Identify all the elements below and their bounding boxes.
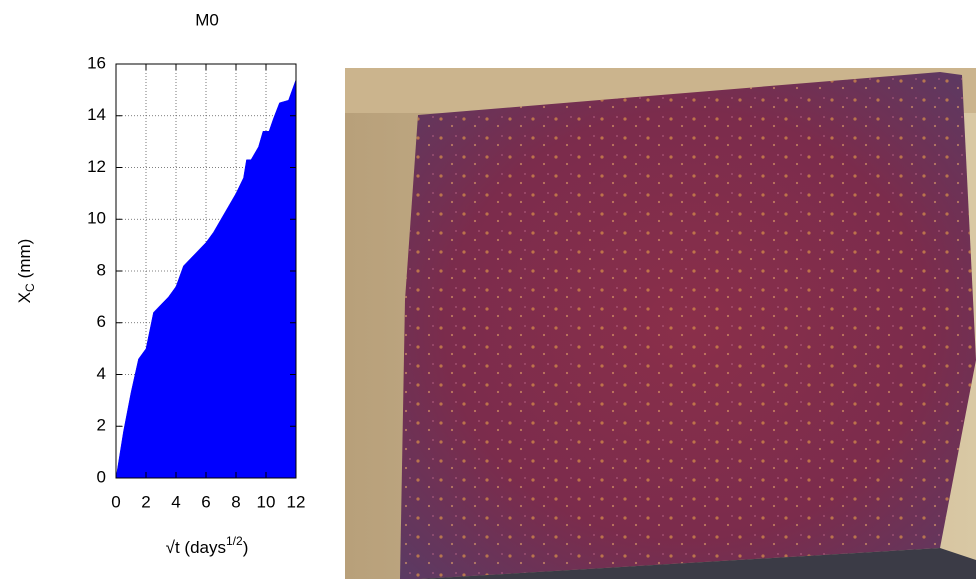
y-label-sub: C <box>23 283 37 292</box>
photo <box>345 68 976 579</box>
x-tick-label: 10 <box>257 492 276 511</box>
x-tick-label: 2 <box>141 492 150 511</box>
y-tick-label: 16 <box>87 53 106 72</box>
y-label-main: X <box>15 292 34 303</box>
x-tick-label: 0 <box>111 492 120 511</box>
y-axis-label: XC (mm) <box>15 239 37 304</box>
y-label-unit: (mm) <box>15 239 34 279</box>
y-tick-label: 8 <box>97 260 106 279</box>
chart-title: M0 <box>195 10 219 29</box>
x-tick-label: 12 <box>287 492 306 511</box>
x-tick-label: 4 <box>171 492 180 511</box>
y-tick-label: 10 <box>87 209 106 228</box>
y-tick-label: 2 <box>97 416 106 435</box>
area <box>115 79 297 479</box>
x-label-sup: 1/2 <box>226 534 243 548</box>
y-tick-label: 0 <box>97 467 106 486</box>
plot-frame <box>115 63 297 479</box>
x-tick-label: 6 <box>201 492 210 511</box>
x-tick-label: 8 <box>231 492 240 511</box>
y-tick-label: 14 <box>87 105 106 124</box>
y-tick-label: 6 <box>97 312 106 331</box>
x-label-end: ) <box>243 538 249 557</box>
x-axis-label: √t (days1/2) <box>166 534 249 557</box>
y-tick-label: 12 <box>87 157 106 176</box>
y-tick-label: 4 <box>97 364 106 383</box>
x-label-main: √t (days <box>166 538 226 557</box>
